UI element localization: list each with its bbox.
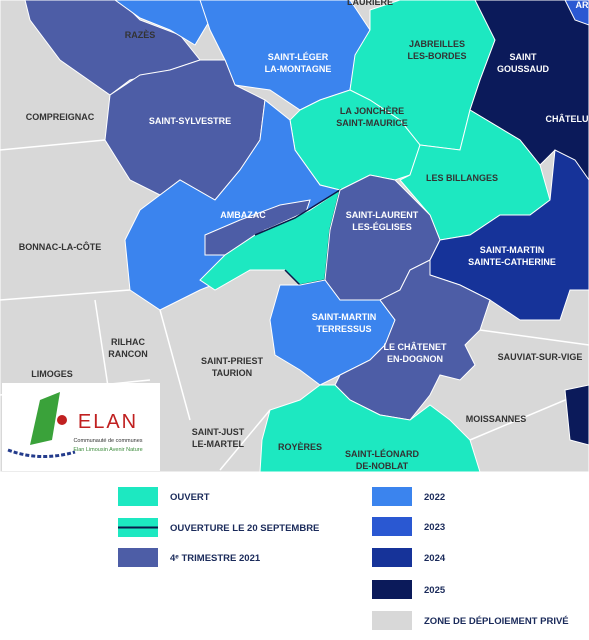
commune-label: TERRESSUS — [316, 324, 371, 334]
commune-label: RILHAC — [111, 337, 145, 347]
labels: LAURIERE RAZÈS SAINT-LÉGER LA-MONTAGNE JABRE… — [19, 0, 589, 471]
legend-label: 2024 — [424, 553, 446, 564]
commune-area — [259, 384, 481, 473]
logo-title: ELAN — [78, 411, 138, 433]
commune-label: LIMOGES — [31, 369, 73, 379]
logo-subtitle: Communauté de communes — [73, 438, 142, 444]
commune-label: EN-DOGNON — [387, 354, 443, 364]
commune-label: SAINT — [510, 52, 538, 62]
commune-label: RAZÈS — [125, 30, 156, 40]
commune-label: ROYÈRES — [278, 442, 322, 452]
commune-label: LES-ÉGLISES — [352, 222, 412, 232]
legend-swatch — [118, 548, 158, 567]
commune-label: SAINTE-CATHERINE — [468, 257, 556, 267]
commune-label: SAINT-SYLVESTRE — [149, 116, 231, 126]
commune-label: MOISSANNES — [466, 414, 527, 424]
logo-leaf — [30, 392, 60, 445]
commune-label: SAINT-MARTIN — [480, 245, 545, 255]
commune-label: SAINT-LAURENT — [346, 210, 419, 220]
legend-label: 2022 — [424, 492, 445, 503]
commune-label: DE-NOBLAT — [356, 461, 409, 471]
legend-label: 4ᵉ TRIMESTRE 2021 — [170, 553, 261, 564]
legend-label: OUVERTURE LE 20 SEPTEMBRE — [170, 523, 319, 534]
commune-area — [114, 0, 211, 46]
commune-label: AMBAZAC — [220, 210, 266, 220]
commune-label: AR — [576, 0, 589, 10]
legend-swatch — [372, 611, 412, 630]
commune-label: BONNAC-LA-CÔTE — [19, 241, 102, 252]
commune-label: GOUSSAUD — [497, 64, 550, 74]
commune-label: SAUVIAT-SUR-VIGE — [498, 352, 583, 362]
logo-swoosh — [7, 448, 76, 459]
commune-label: TAURION — [212, 368, 252, 378]
commune-label: LA JONCHÈRE — [340, 106, 404, 116]
commune-label: LE-MARTEL — [192, 439, 244, 449]
legend-label: 2023 — [424, 522, 445, 533]
commune-label: LAURIERE — [347, 0, 393, 7]
commune-label: COMPREIGNAC — [26, 112, 95, 122]
logo-tagline: Elan Limousin Avenir Nature — [73, 447, 142, 453]
commune-area — [334, 259, 491, 421]
map — [0, 0, 589, 473]
commune-label: LE CHÂTENET — [384, 341, 448, 352]
commune-label: SAINT-PRIEST — [201, 356, 264, 366]
commune-label: SAINT-LÉGER — [268, 52, 329, 62]
legend-swatch — [372, 580, 412, 599]
legend-label: 2025 — [424, 585, 446, 596]
legend-swatch — [118, 487, 158, 506]
commune-label: SAINT-MARTIN — [312, 312, 377, 322]
logo-dot — [57, 415, 67, 425]
commune-label: LES-BORDES — [407, 51, 466, 61]
legend: OUVERT OUVERTURE LE 20 SEPTEMBRE 4ᵉ TRIMES… — [118, 487, 569, 630]
commune-label: LA-MONTAGNE — [265, 64, 332, 74]
legend-swatch — [372, 487, 412, 506]
legend-swatch — [372, 548, 412, 567]
commune-label: RANCON — [108, 349, 148, 359]
commune-label: SAINT-LÉONARD — [345, 449, 420, 459]
commune-label: CHÂTELU — [546, 113, 589, 124]
legend-label: OUVERT — [170, 492, 210, 503]
commune-label: SAINT-JUST — [192, 427, 245, 437]
logo: ELAN Communauté de communes Elan Limousi… — [2, 383, 160, 471]
commune-area — [564, 0, 589, 26]
commune-label: SAINT-MAURICE — [336, 118, 408, 128]
legend-label: ZONE DE DÉPLOIEMENT PRIVÉ — [424, 616, 569, 627]
commune-label: JABREILLES — [409, 39, 465, 49]
commune-area — [564, 384, 589, 446]
legend-swatch — [372, 517, 412, 536]
commune-label: LES BILLANGES — [426, 173, 498, 183]
